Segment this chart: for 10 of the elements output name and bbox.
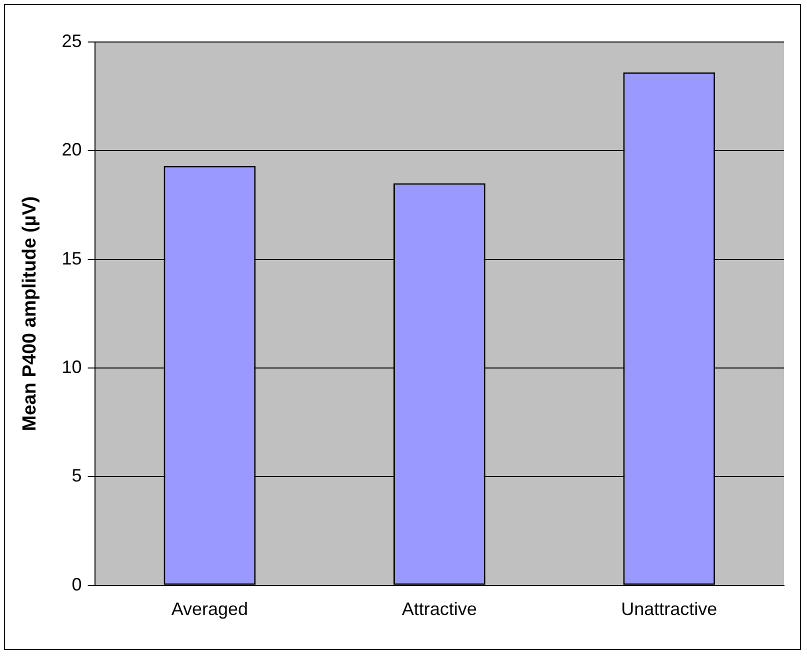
x-tick-label: Unattractive <box>621 599 718 620</box>
x-tick-label: Attractive <box>402 599 477 620</box>
y-tick-label: 20 <box>62 140 82 160</box>
y-tick-label: 5 <box>72 466 82 486</box>
x-tick-label: Averaged <box>171 599 248 620</box>
y-tick-label: 15 <box>62 248 82 268</box>
y-tick-label: 25 <box>62 30 82 51</box>
y-tick-label: 0 <box>72 574 82 594</box>
y-tick-label: 10 <box>62 357 82 378</box>
y-axis-title: Mean P400 amplitude (µV) <box>20 196 41 432</box>
